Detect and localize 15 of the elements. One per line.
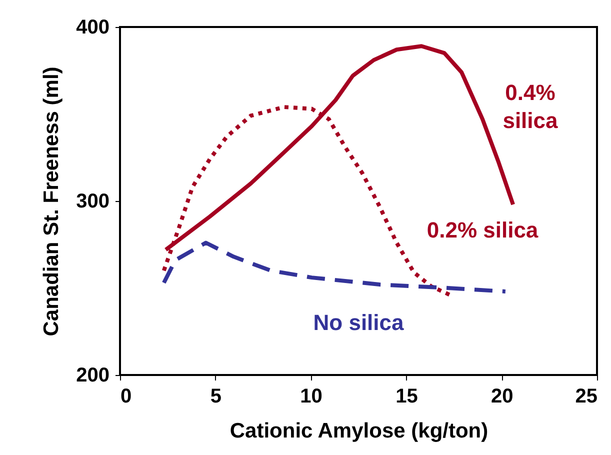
series-label: No silica xyxy=(313,310,405,335)
line-series xyxy=(162,240,508,294)
x-axis-title: Cationic Amylose (kg/ton) xyxy=(230,420,488,442)
x-tick-label: 5 xyxy=(210,386,222,408)
x-tick-label: 25 xyxy=(575,386,598,408)
y-tick-label: 300 xyxy=(76,190,110,212)
series-label: 0.2% silica xyxy=(426,218,539,243)
x-tick-label: 0 xyxy=(120,386,132,408)
series-label: 0.4% silica xyxy=(502,80,559,134)
x-tick-label: 15 xyxy=(396,386,418,408)
y-axis-title: Canadian St. Freeness (ml) xyxy=(40,66,64,336)
x-tick-label: 10 xyxy=(300,386,322,408)
y-tick-label: 200 xyxy=(76,364,110,386)
y-tick-label: 400 xyxy=(76,16,110,38)
x-tick-label: 20 xyxy=(490,386,514,408)
